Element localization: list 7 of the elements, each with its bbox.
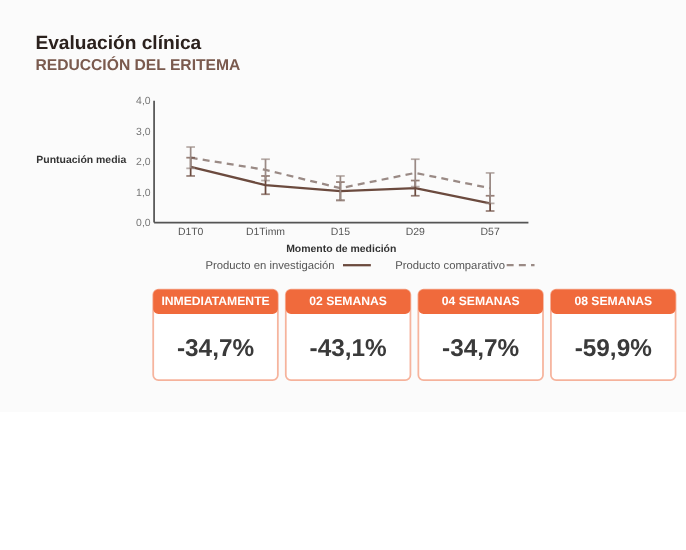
text: -34,7% (176, 333, 255, 362)
line-series (189, 165, 492, 205)
text: -43,1% (309, 333, 388, 362)
text: -59,9% (574, 333, 653, 362)
text: -34,7% (442, 333, 520, 362)
chart-subtitle: REDUCCIÓN DEL ERITEMA (35, 56, 242, 75)
chart-title: Evaluación clínica (35, 33, 203, 56)
